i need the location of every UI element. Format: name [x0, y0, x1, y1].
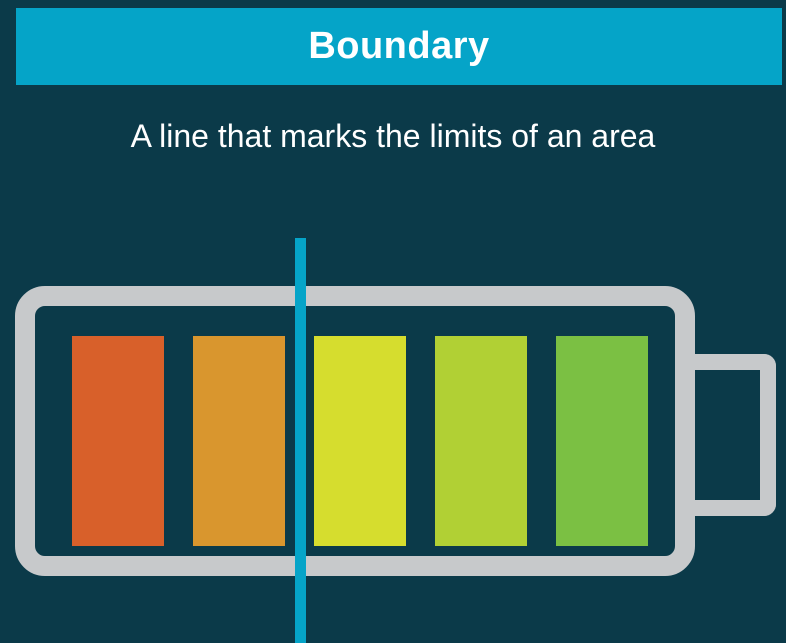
page-title: Boundary: [308, 25, 490, 67]
battery-outline: [15, 286, 695, 576]
battery-cell-2: [193, 336, 285, 546]
title-bar: Boundary: [16, 8, 782, 85]
battery-cell-4: [435, 336, 527, 546]
battery-terminal: [694, 354, 776, 516]
battery-cell-5: [556, 336, 648, 546]
battery-cell-3: [314, 336, 406, 546]
battery-cell-1: [72, 336, 164, 546]
definition-text: A line that marks the limits of an area: [130, 118, 656, 154]
boundary-line: [295, 238, 306, 643]
